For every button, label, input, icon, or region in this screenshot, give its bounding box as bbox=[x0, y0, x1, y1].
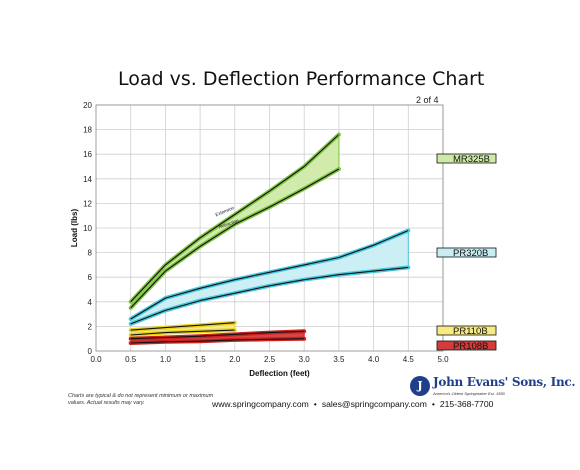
x-tick-label: 4.5 bbox=[403, 355, 415, 364]
y-tick-label: 18 bbox=[83, 126, 92, 135]
logo-tagline: America's Oldest Springmaker Est. 1850 bbox=[433, 391, 505, 396]
legend-swatch bbox=[436, 325, 497, 336]
page-indicator: 2 of 4 bbox=[416, 95, 439, 105]
y-tick-label: 14 bbox=[83, 175, 92, 184]
x-tick-label: 0.0 bbox=[90, 355, 102, 364]
legend-swatch bbox=[436, 153, 497, 164]
series-lines bbox=[128, 132, 411, 345]
series-curve-core bbox=[130, 229, 409, 320]
y-tick-label: 16 bbox=[83, 150, 92, 159]
x-tick-label: 1.5 bbox=[195, 355, 207, 364]
x-tick-label: 3.0 bbox=[299, 355, 311, 364]
disclaimer-note: Charts are typical & do not represent mi… bbox=[68, 393, 214, 406]
retraction-annotation: Retraction bbox=[218, 218, 239, 230]
chart-title: Load vs. Deflection Performance Chart bbox=[118, 68, 485, 90]
x-tick-label: 4.0 bbox=[368, 355, 380, 364]
company-logo: J John Evans' Sons, Inc. America's Oldes… bbox=[410, 374, 576, 400]
separator-dot-icon: • bbox=[313, 399, 317, 409]
y-tick-label: 4 bbox=[88, 298, 93, 307]
x-tick-label: 0.5 bbox=[125, 355, 137, 364]
x-tick-label: 3.5 bbox=[333, 355, 345, 364]
legend-label: MR325B bbox=[453, 154, 490, 165]
series-curve-core bbox=[130, 322, 235, 331]
y-tick-label: 6 bbox=[88, 273, 93, 282]
separator-dot-icon: • bbox=[431, 399, 435, 409]
x-tick-label: 2.5 bbox=[264, 355, 276, 364]
series-band bbox=[130, 134, 339, 308]
legend-label: PR320B bbox=[453, 248, 488, 259]
series-curve-core bbox=[130, 168, 340, 309]
x-tick-label: 2.0 bbox=[229, 355, 241, 364]
legend: MR325B PR320B PR110B PR108B bbox=[436, 153, 497, 352]
x-tick-label: 1.0 bbox=[160, 355, 172, 364]
series-curve-core bbox=[130, 134, 340, 303]
y-tick-label: 8 bbox=[88, 249, 93, 258]
y-tick-label: 0 bbox=[88, 347, 93, 356]
series-curve-core bbox=[130, 338, 305, 344]
legend-swatch bbox=[436, 247, 497, 258]
plot-frame bbox=[95, 104, 444, 352]
y-tick-label: 20 bbox=[83, 101, 92, 110]
y-tick-label: 2 bbox=[88, 322, 93, 331]
x-tick-label: 5.0 bbox=[437, 355, 449, 364]
contact-bar: www.springcompany.com • sales@springcompan… bbox=[212, 399, 493, 409]
email-link[interactable]: sales@springcompany.com bbox=[321, 399, 427, 409]
y-axis-label: Load (lbs) bbox=[70, 209, 79, 248]
y-tick-label: 12 bbox=[83, 199, 92, 208]
tick-labels: 0.0 0.5 1.0 1.5 2.0 2.5 3.0 3.5 4.0 4.5 5.0 0 2 4 6 8 10… bbox=[83, 101, 449, 364]
legend-label: PR110B bbox=[453, 326, 488, 337]
y-tick-label: 10 bbox=[83, 224, 92, 233]
logo-wordmark: John Evans' Sons, Inc. bbox=[433, 375, 576, 389]
series-curve-core bbox=[130, 330, 305, 340]
axes bbox=[95, 104, 444, 352]
logo-mark-icon: J bbox=[410, 376, 430, 396]
website-link[interactable]: www.springcompany.com bbox=[212, 399, 309, 409]
series-curve-core bbox=[130, 266, 409, 325]
legend-label: PR108B bbox=[453, 341, 488, 352]
x-axis-label: Deflection (feet) bbox=[249, 369, 310, 378]
phone-number: 215-368-7700 bbox=[439, 399, 494, 409]
series-curve-core bbox=[130, 329, 235, 336]
legend-swatch bbox=[436, 340, 497, 351]
